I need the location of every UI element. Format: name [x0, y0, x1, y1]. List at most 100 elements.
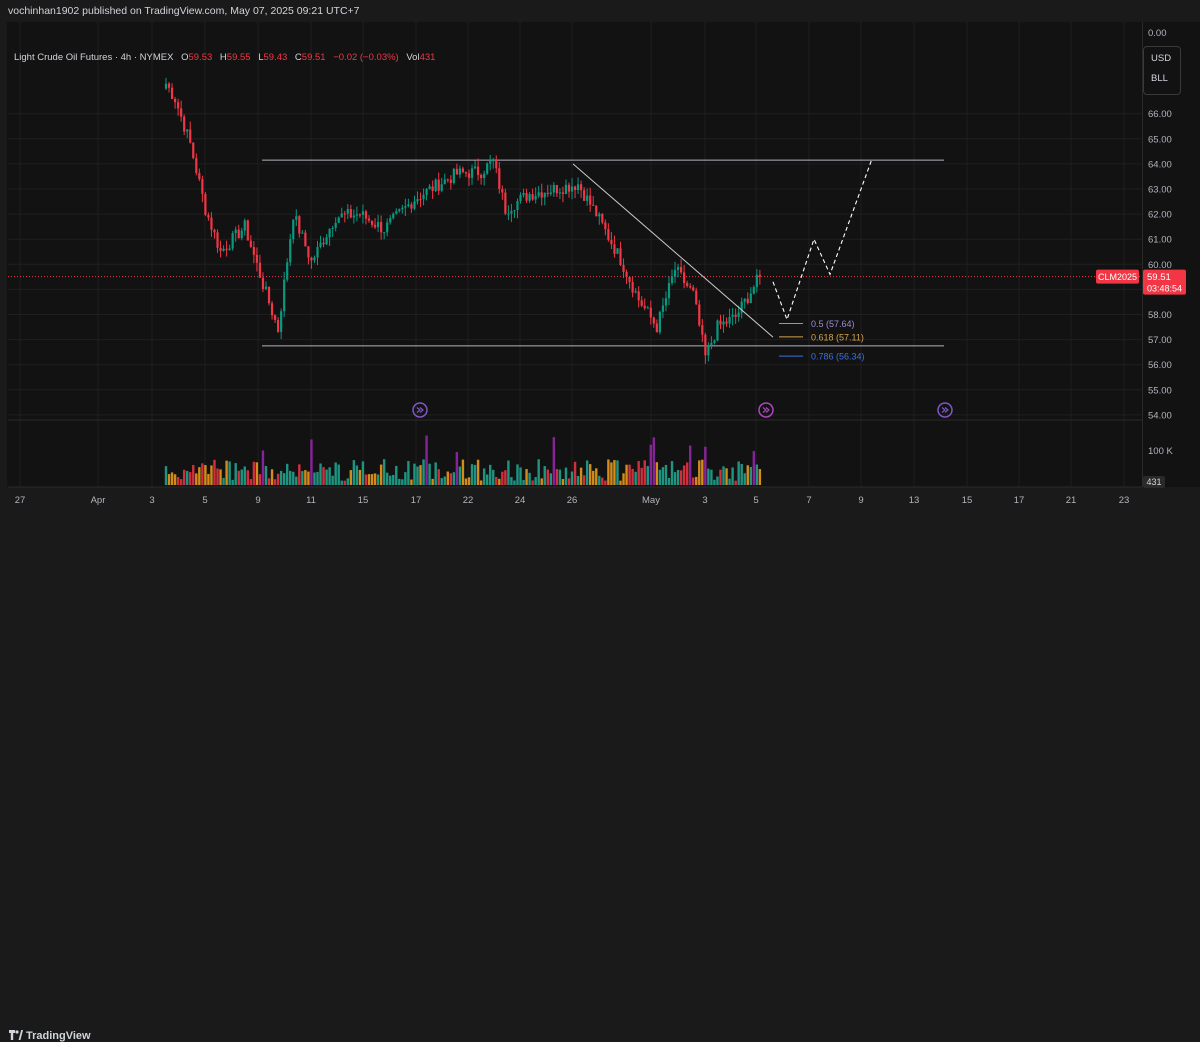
candle-body	[510, 211, 513, 214]
volume-bar	[331, 475, 334, 485]
time-axis-label: 17	[411, 495, 422, 506]
volume-bar	[470, 464, 474, 485]
candle-body	[670, 276, 674, 283]
candle-body	[331, 227, 334, 229]
volume-bar	[531, 480, 534, 485]
candle-body	[716, 320, 719, 341]
volume-bar	[601, 477, 604, 485]
candle-body	[464, 172, 468, 174]
fib-level-label: 0.5 (57.64)	[811, 319, 855, 329]
candle-body	[461, 168, 465, 173]
time-axis-label: 13	[909, 495, 920, 506]
candle-body	[373, 224, 377, 228]
volume-bar	[473, 464, 477, 485]
time-axis-label: 5	[202, 495, 207, 506]
candle-body	[637, 291, 640, 301]
symbol-legend: Light Crude Oil Futures · 4h · NYMEX O59…	[14, 52, 436, 63]
candle-body	[304, 232, 307, 247]
volume-bar	[364, 474, 368, 485]
candle-body	[710, 342, 713, 346]
downtrend-line	[572, 163, 774, 338]
candle-body	[316, 246, 319, 258]
candle-body	[713, 340, 716, 343]
time-axis-label: 9	[255, 495, 260, 506]
volume-badge-label: 431	[1146, 477, 1161, 487]
candle-body	[277, 319, 280, 332]
volume-bar	[519, 467, 522, 485]
candle-body	[583, 190, 586, 201]
candle-body	[295, 216, 298, 220]
candle-body	[749, 293, 752, 303]
candle-body	[701, 325, 704, 335]
volume-bar	[710, 469, 713, 485]
event-marker-ring	[412, 402, 428, 418]
tradingview-brand[interactable]: TradingView	[9, 1030, 91, 1042]
candle-body	[210, 217, 213, 230]
volume-bar	[234, 463, 237, 485]
volume-bar	[510, 477, 513, 485]
unit-button[interactable]: BLL	[1151, 73, 1168, 84]
volume-bar	[589, 464, 592, 485]
candle-body	[204, 193, 207, 215]
candle-body	[180, 108, 183, 117]
volume-bar	[534, 477, 537, 485]
candle-body	[395, 211, 398, 214]
volume-bar	[279, 470, 283, 485]
price-tag-value: 59.51	[1147, 272, 1171, 283]
candle-body	[504, 192, 507, 214]
price-tick-label-top: 0.00	[1148, 28, 1167, 39]
volume-bar	[643, 460, 646, 485]
volume-bar	[513, 480, 516, 485]
chart-canvas[interactable]: 0.5 (57.64) 0.618 (57.11) 0.786 (56.34) 66…	[0, 0, 1200, 539]
volume-bar	[555, 469, 559, 485]
volume-bar	[504, 470, 507, 485]
candle-body	[231, 233, 234, 249]
volume-bar	[292, 471, 295, 485]
event-marker-icon[interactable]	[937, 402, 953, 418]
volume-bar	[658, 469, 662, 485]
time-axis-label: 15	[962, 495, 973, 506]
volume-bar	[561, 479, 565, 485]
volume-bar	[392, 474, 395, 485]
volume-bar	[516, 464, 519, 485]
candle-body	[322, 242, 325, 245]
event-markers[interactable]	[412, 402, 953, 418]
price-axis[interactable]	[1142, 22, 1200, 487]
currency-button[interactable]: USD	[1151, 53, 1172, 64]
volume-bar	[213, 459, 216, 485]
volume-bar	[410, 479, 413, 485]
volume-bar	[479, 480, 483, 485]
volume-bar	[549, 473, 553, 485]
time-axis-label: 9	[858, 495, 863, 506]
candle-body	[601, 213, 604, 223]
candle-body	[349, 209, 352, 218]
volume-bar	[343, 480, 346, 485]
volume-bar	[207, 473, 210, 485]
candle-body	[758, 274, 761, 277]
volume-bar	[585, 460, 589, 485]
candle-body	[746, 298, 749, 303]
event-marker-icon[interactable]	[412, 402, 428, 418]
volume-bar	[564, 467, 568, 485]
volume-bar	[440, 478, 443, 485]
candle-body	[280, 311, 283, 332]
candle-body	[558, 192, 561, 194]
candle-body	[170, 87, 174, 99]
candle-body	[728, 316, 731, 324]
volume-bar	[289, 470, 292, 485]
candle-body	[437, 179, 440, 191]
volume-bar	[404, 472, 407, 485]
volume-bar	[573, 461, 577, 485]
candle-body	[252, 247, 255, 255]
volume-bar	[552, 437, 556, 485]
volume-bar	[370, 474, 374, 485]
candle-body	[446, 179, 449, 181]
volume-bar	[619, 480, 622, 485]
chart-panel[interactable]	[7, 22, 1142, 487]
candle-body	[440, 184, 443, 191]
price-tick-label: 64.00	[1148, 159, 1172, 170]
candle-body	[398, 209, 401, 212]
event-marker-icon[interactable]	[758, 402, 774, 418]
candle-body	[492, 159, 495, 162]
candle-body	[528, 194, 531, 201]
